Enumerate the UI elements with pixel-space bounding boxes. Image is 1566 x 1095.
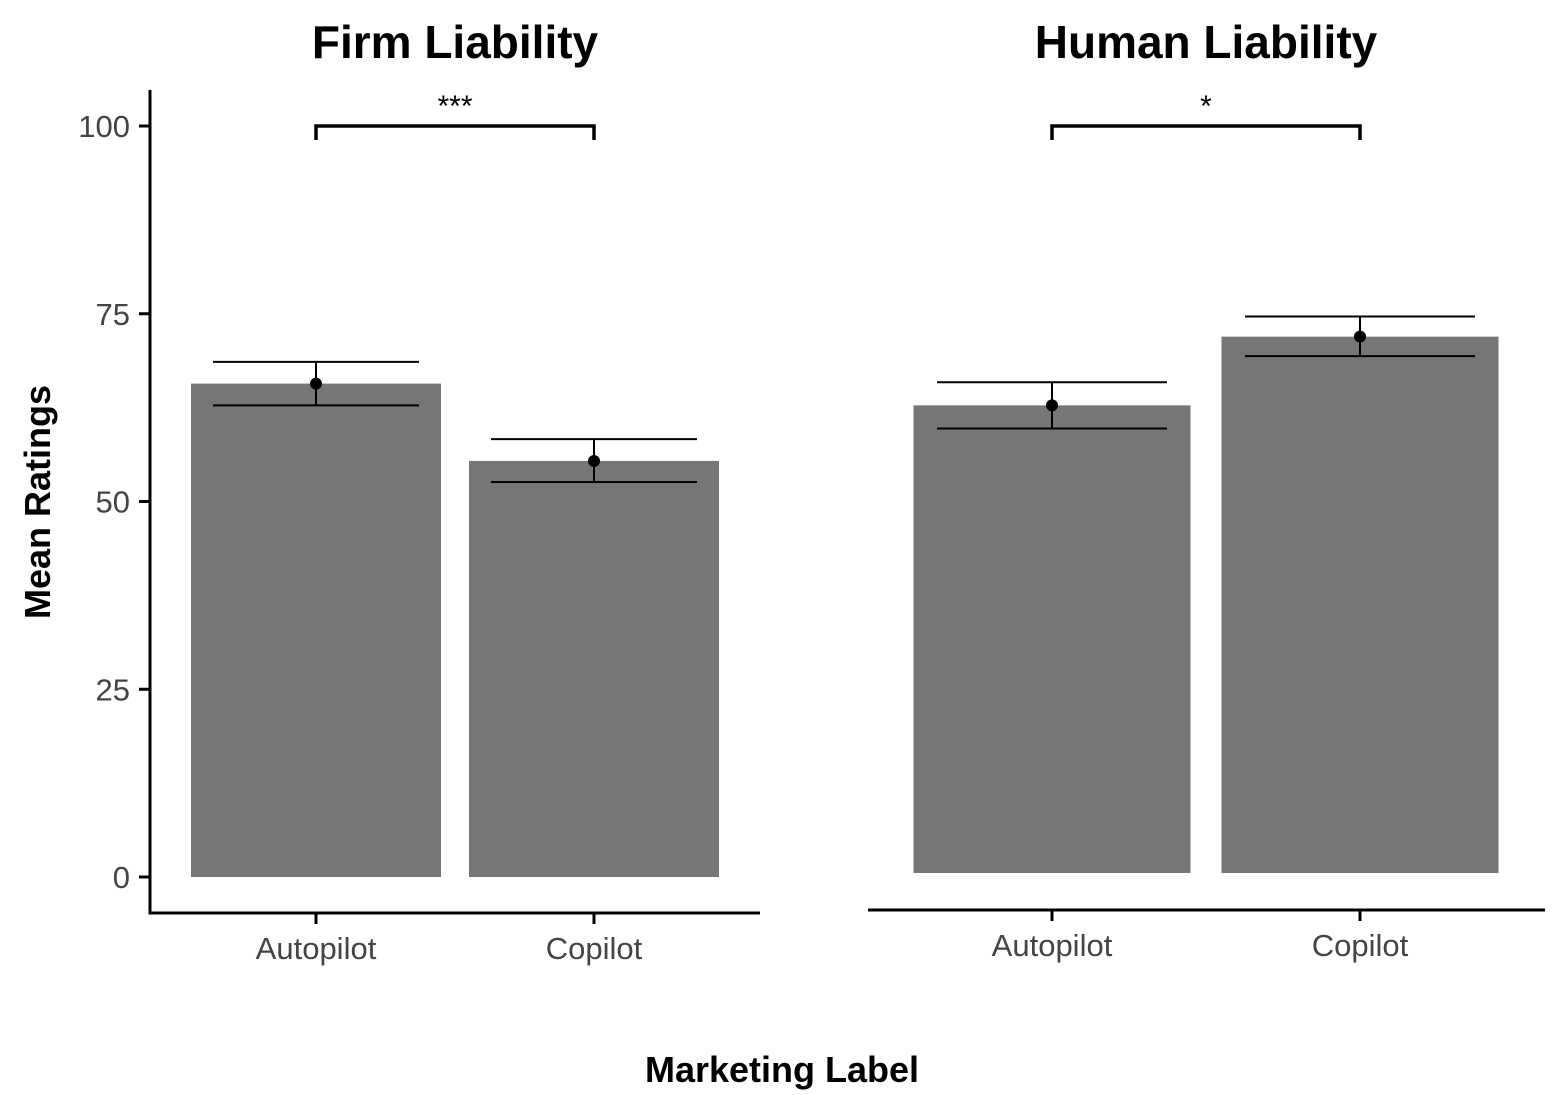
mean-point-autopilot — [1046, 399, 1058, 412]
significance-bracket — [314, 124, 596, 140]
significance-label: *** — [437, 90, 472, 123]
mean-point-copilot — [1354, 330, 1366, 343]
panel-title: Human Liability — [1035, 16, 1378, 68]
mean-point-copilot — [588, 454, 600, 467]
bar-autopilot — [191, 383, 441, 877]
mean-point-autopilot — [310, 377, 322, 390]
x-tick-label: Copilot — [1312, 928, 1409, 963]
bar-copilot — [1221, 336, 1499, 873]
bar-autopilot — [913, 405, 1191, 873]
y-tick-label: 75 — [96, 297, 130, 332]
x-tick-label: Copilot — [546, 931, 643, 966]
y-axis-title: Mean Ratings — [17, 385, 58, 619]
x-tick-label: Autopilot — [992, 928, 1113, 963]
significance-label: * — [1200, 90, 1212, 123]
y-tick-label: 0 — [113, 860, 130, 895]
bar-copilot — [469, 460, 719, 877]
y-tick-label: 50 — [96, 485, 130, 520]
panel-human-liability: Human Liability Autopilot Copilot * — [868, 16, 1545, 963]
x-axis-title: Marketing Label — [645, 1049, 919, 1090]
y-tick-label: 100 — [78, 109, 130, 144]
panel-title: Firm Liability — [312, 16, 599, 68]
significance-bracket — [1050, 124, 1362, 140]
x-tick-label: Autopilot — [256, 931, 377, 966]
y-tick-label: 25 — [96, 672, 130, 707]
panel-firm-liability: Firm Liability Autopilot Copilot 0 25 50 75 100… — [78, 16, 760, 966]
